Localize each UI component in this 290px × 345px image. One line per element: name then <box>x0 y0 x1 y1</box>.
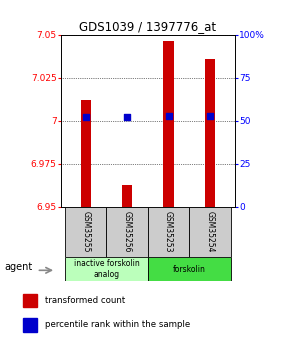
Text: GSM35254: GSM35254 <box>206 211 215 253</box>
Bar <box>122 185 132 207</box>
Text: GSM35255: GSM35255 <box>81 211 90 253</box>
Bar <box>189 207 231 257</box>
Bar <box>65 207 106 257</box>
Text: forskolin: forskolin <box>173 265 206 274</box>
Text: inactive forskolin
analog: inactive forskolin analog <box>74 259 139 279</box>
Bar <box>148 207 189 257</box>
Text: percentile rank within the sample: percentile rank within the sample <box>45 320 191 329</box>
Bar <box>65 257 148 281</box>
Bar <box>23 318 37 332</box>
Point <box>208 113 212 118</box>
Bar <box>81 100 91 207</box>
Text: GSM35253: GSM35253 <box>164 211 173 253</box>
Bar <box>164 41 174 207</box>
Point <box>166 113 171 118</box>
Point <box>125 115 130 120</box>
Bar <box>106 207 148 257</box>
Point <box>84 115 88 120</box>
Text: transformed count: transformed count <box>45 296 126 305</box>
Bar <box>148 257 231 281</box>
Bar <box>205 59 215 207</box>
Text: GSM35256: GSM35256 <box>123 211 132 253</box>
Text: agent: agent <box>5 262 33 272</box>
Bar <box>23 294 37 307</box>
Title: GDS1039 / 1397776_at: GDS1039 / 1397776_at <box>79 20 216 33</box>
